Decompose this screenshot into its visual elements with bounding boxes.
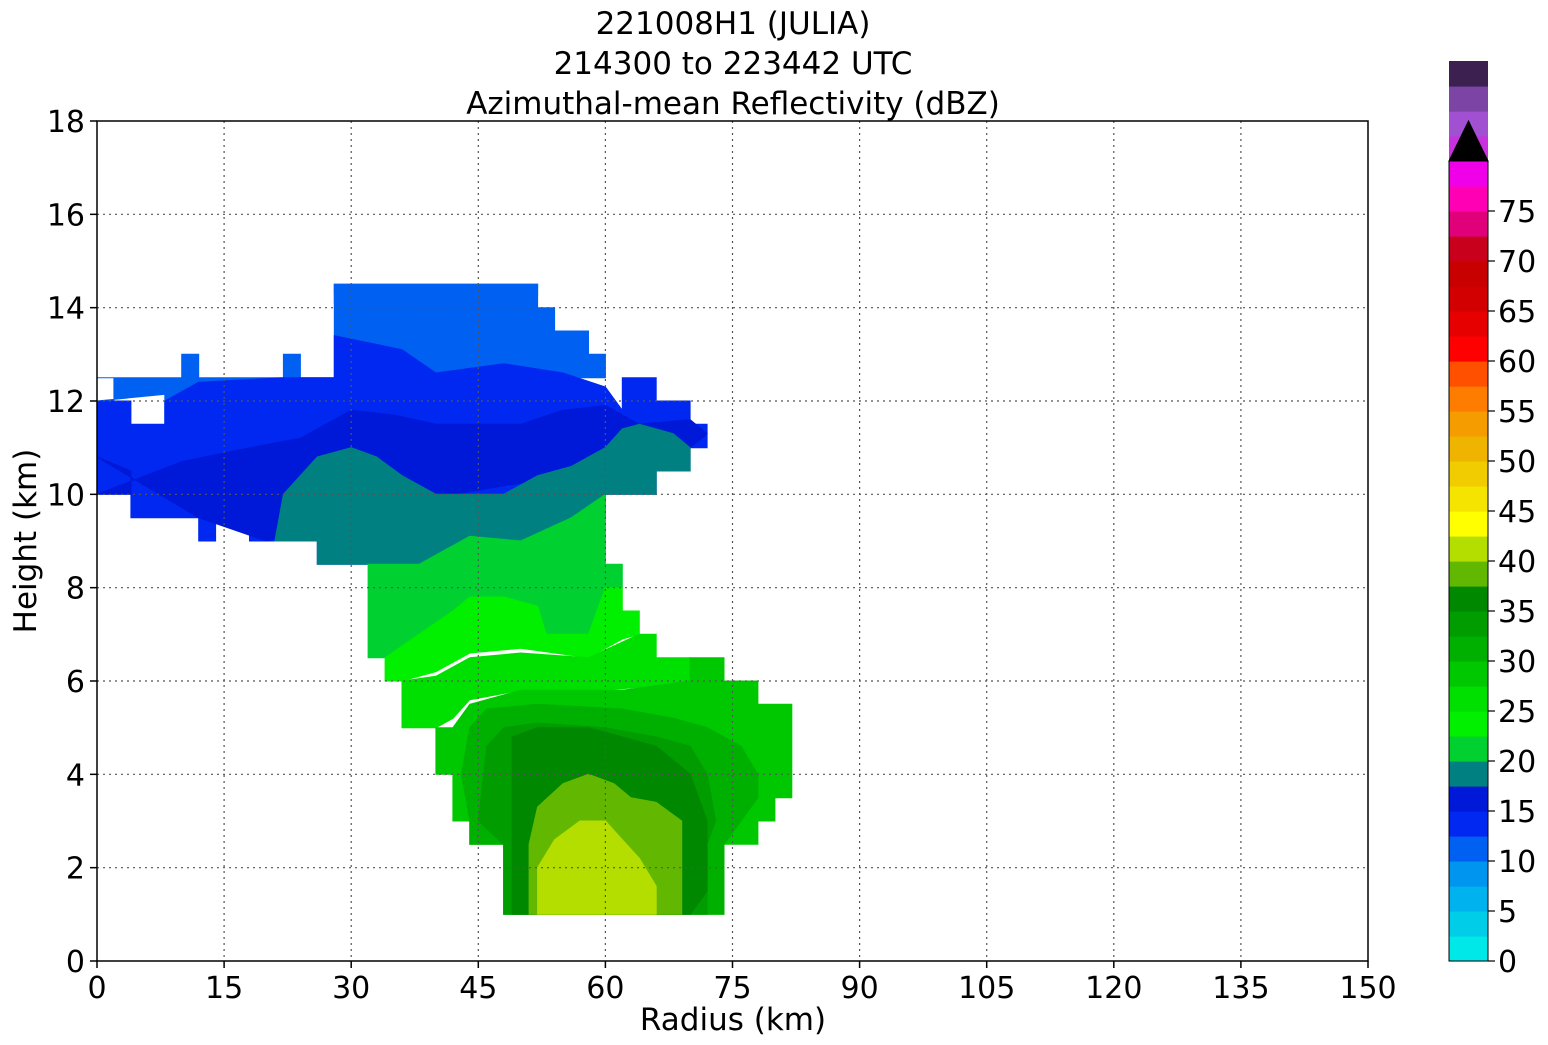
colorbar-segment-23 — [1449, 361, 1488, 387]
x-axis-ticks: 0 15 30 45 60 75 90 105 120 135 150 — [87, 961, 1397, 1006]
colorbar-segment-26 — [1449, 286, 1488, 312]
colorbar-segment-14 — [1449, 586, 1488, 612]
colorbar-segment-20 — [1449, 436, 1488, 462]
colorbar-segment-5 — [1449, 811, 1488, 837]
colorbar-segment-24 — [1449, 336, 1488, 362]
chart-title: 221008H1 (JULIA) 214300 to 223442 UTC Az… — [466, 6, 1000, 122]
colorbar-segment-3 — [1449, 861, 1488, 887]
x-tick-label-2: 30 — [332, 971, 370, 1006]
colorbar-segment-13 — [1449, 611, 1488, 637]
colorbar-tick-label-9: 45 — [1498, 495, 1536, 530]
colorbar-tick-label-7: 35 — [1498, 595, 1536, 630]
colorbar-tick-label-3: 15 — [1498, 795, 1536, 830]
y-axis-ticks: 0 2 4 6 8 10 12 14 16 18 — [47, 105, 97, 980]
colorbar-segment-17 — [1449, 511, 1488, 537]
x-tick-label-4: 60 — [586, 971, 624, 1006]
y-tick-label-6: 12 — [47, 385, 85, 420]
colorbar-segment-19 — [1449, 461, 1488, 487]
colorbar-tick-label-10: 50 — [1498, 445, 1536, 480]
grid-layer — [97, 121, 1368, 961]
colorbar-segment-28 — [1449, 236, 1488, 262]
y-tick-label-8: 16 — [47, 198, 85, 233]
x-axis-label: Radius (km) — [640, 1002, 826, 1038]
colorbar-segment-9 — [1449, 711, 1488, 737]
colorbar-segment-18 — [1449, 486, 1488, 512]
title-line-1: 221008H1 (JULIA) — [596, 6, 871, 42]
x-tick-label-6: 90 — [841, 971, 879, 1006]
x-tick-label-5: 75 — [713, 971, 751, 1006]
colorbar-segment-21 — [1449, 411, 1488, 437]
colorbar-tick-label-0: 0 — [1498, 945, 1517, 980]
colorbar-segment-16 — [1449, 536, 1488, 562]
colorbar-tick-label-5: 25 — [1498, 695, 1536, 730]
title-line-2: 214300 to 223442 UTC — [554, 46, 913, 82]
x-tick-label-9: 135 — [1212, 971, 1269, 1006]
colorbar-segment-4 — [1449, 836, 1488, 862]
colorbar-segment-0 — [1449, 936, 1488, 962]
y-tick-label-9: 18 — [47, 105, 85, 140]
colorbar-segment-12 — [1449, 636, 1488, 662]
colorbar-tick-label-14: 70 — [1498, 245, 1536, 280]
x-tick-label-1: 15 — [205, 971, 243, 1006]
colorbar-tick-label-11: 55 — [1498, 395, 1536, 430]
contour-region-7 — [384, 587, 640, 682]
colorbar-tick-label-2: 10 — [1498, 845, 1536, 880]
colorbar: 0 5 10 15 20 25 30 35 40 45 50 55 60 65 70 75 — [1448, 61, 1536, 980]
y-tick-label-4: 8 — [66, 572, 85, 607]
colorbar-segment-7 — [1449, 761, 1488, 787]
colorbar-segment-8 — [1449, 736, 1488, 762]
y-tick-label-5: 10 — [47, 478, 85, 513]
y-axis-label: Height (km) — [8, 449, 44, 634]
x-tick-label-3: 45 — [459, 971, 497, 1006]
colorbar-tick-label-4: 20 — [1498, 745, 1536, 780]
colorbar-segment-31 — [1449, 161, 1488, 187]
plot-area: 0 15 30 45 60 75 90 105 120 135 150 0 2 4 6 8 10 12 14 16 1… — [47, 105, 1397, 1006]
y-tick-label-3: 6 — [66, 665, 85, 700]
colorbar-tick-label-13: 65 — [1498, 295, 1536, 330]
colorbar-segment-25 — [1449, 311, 1488, 337]
title-line-3: Azimuthal-mean Reflectivity (dBZ) — [466, 86, 1000, 122]
colorbar-segment-22 — [1449, 386, 1488, 412]
y-tick-label-7: 14 — [47, 292, 85, 327]
colorbar-tick-label-15: 75 — [1498, 195, 1536, 230]
colorbar-segment-1 — [1449, 911, 1488, 937]
contour-layer — [96, 283, 793, 915]
colorbar-tick-label-1: 5 — [1498, 895, 1517, 930]
x-tick-label-7: 105 — [958, 971, 1015, 1006]
y-tick-label-1: 2 — [66, 852, 85, 887]
colorbar-segment-29 — [1449, 211, 1488, 237]
x-tick-label-0: 0 — [87, 971, 106, 1006]
y-tick-label-0: 0 — [66, 945, 85, 980]
colorbar-tick-label-12: 60 — [1498, 345, 1536, 380]
colorbar-segment-34 — [1449, 86, 1488, 112]
x-tick-label-10: 150 — [1339, 971, 1396, 1006]
colorbar-segment-6 — [1449, 786, 1488, 812]
colorbar-segment-35 — [1449, 61, 1488, 87]
colorbar-segment-27 — [1449, 261, 1488, 287]
colorbar-tick-label-8: 40 — [1498, 545, 1536, 580]
colorbar-segment-15 — [1449, 561, 1488, 587]
colorbar-segment-30 — [1449, 186, 1488, 212]
colorbar-segment-2 — [1449, 886, 1488, 912]
colorbar-segment-11 — [1449, 661, 1488, 687]
y-tick-label-2: 4 — [66, 758, 85, 793]
colorbar-segment-10 — [1449, 686, 1488, 712]
colorbar-tick-label-6: 30 — [1498, 645, 1536, 680]
x-tick-label-8: 120 — [1085, 971, 1142, 1006]
